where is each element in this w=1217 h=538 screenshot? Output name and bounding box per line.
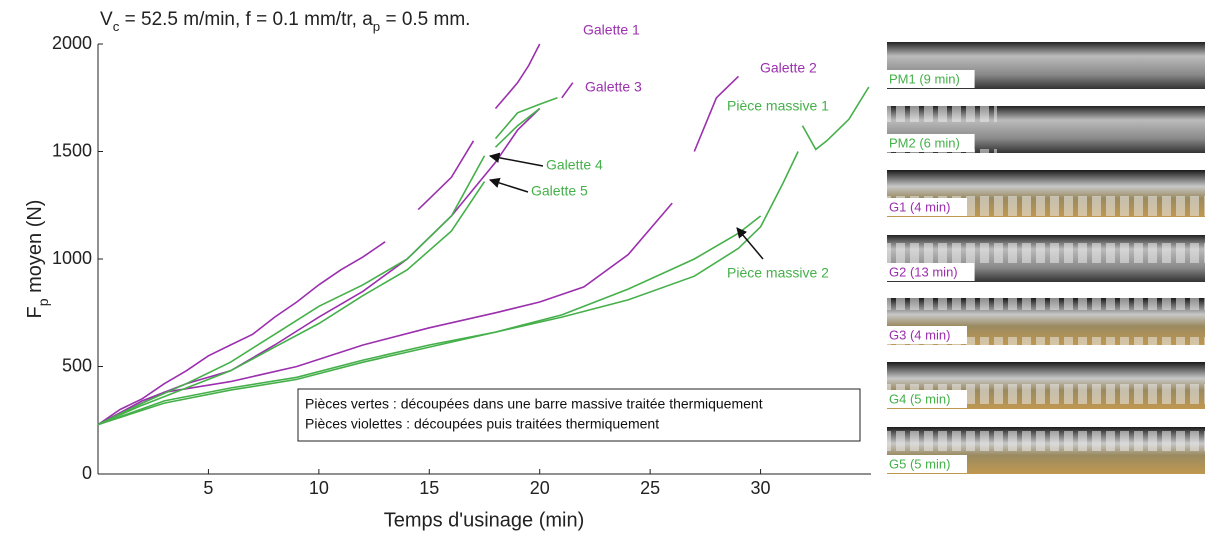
- x-tick-label: 20: [530, 478, 550, 498]
- note-box: [297, 388, 861, 442]
- series-line: [97, 215, 762, 426]
- annotation: Pièce massive 1: [727, 98, 829, 114]
- x-tick-label: 15: [419, 478, 439, 498]
- photo-label-bg: [887, 326, 967, 344]
- photo-label: G3 (4 min): [889, 327, 950, 342]
- series-line: [97, 82, 574, 426]
- annotation: Galette 4: [546, 157, 603, 173]
- photo-label-bg: [887, 70, 975, 88]
- series-line: [97, 75, 740, 426]
- text-part: F: [24, 306, 46, 318]
- photo-label: G4 (5 min): [889, 391, 950, 406]
- photo-label: G1 (4 min): [889, 199, 950, 214]
- photo-label: G5 (5 min): [889, 456, 950, 471]
- photo-label-bg: [887, 134, 975, 152]
- photo-label-bg: [887, 263, 975, 281]
- text-part: c: [113, 19, 120, 34]
- series-line: [97, 97, 558, 426]
- photo-label: PM2 (6 min): [889, 135, 960, 150]
- photo-label: G2 (13 min): [889, 264, 958, 279]
- photo-label: PM1 (9 min): [889, 71, 960, 86]
- annotation: Pièce massive 2: [727, 265, 829, 281]
- photo-label-bg: [887, 455, 967, 473]
- text-part: = 0.5 mm.: [380, 9, 470, 30]
- y-tick-label: 0: [82, 463, 92, 483]
- series-line: [97, 86, 870, 426]
- annotation: Galette 2: [760, 60, 817, 76]
- annotation: Galette 1: [583, 22, 640, 38]
- y-tick-label: 1000: [52, 248, 92, 268]
- annotation-arrow: [736, 227, 764, 260]
- x-tick-label: 10: [309, 478, 329, 498]
- series-line: [97, 107, 541, 426]
- note-line: Pièces violettes : découpées puis traité…: [305, 416, 659, 432]
- annotation: Galette 3: [585, 79, 642, 95]
- text-part: V: [100, 9, 113, 30]
- y-axis-label: Fp moyen (N): [24, 200, 50, 319]
- y-tick-label: 2000: [52, 33, 92, 53]
- annotation: Galette 5: [531, 183, 588, 199]
- text-part: p: [373, 19, 380, 34]
- y-tick-label: 500: [62, 355, 92, 375]
- x-tick-label: 30: [751, 478, 771, 498]
- x-axis-label: Temps d'usinage (min): [384, 509, 585, 531]
- text-part: p: [35, 298, 51, 306]
- chart-title: Vc = 52.5 m/min, f = 0.1 mm/tr, ap = 0.5…: [100, 9, 470, 34]
- photo-label-bg: [887, 390, 967, 408]
- photo-label-bg: [887, 198, 967, 216]
- text-part: = 52.5 m/min, f = 0.1 mm/tr, a: [119, 9, 373, 30]
- x-tick-label: 5: [203, 478, 213, 498]
- series-line: [97, 43, 541, 426]
- note-line: Pièces vertes : découpées dans une barre…: [305, 396, 763, 412]
- text-part: moyen (N): [24, 200, 46, 299]
- annotation-arrow: [488, 152, 544, 167]
- y-tick-label: 1500: [52, 140, 92, 160]
- annotation-arrow: [488, 177, 529, 193]
- x-tick-label: 25: [640, 478, 660, 498]
